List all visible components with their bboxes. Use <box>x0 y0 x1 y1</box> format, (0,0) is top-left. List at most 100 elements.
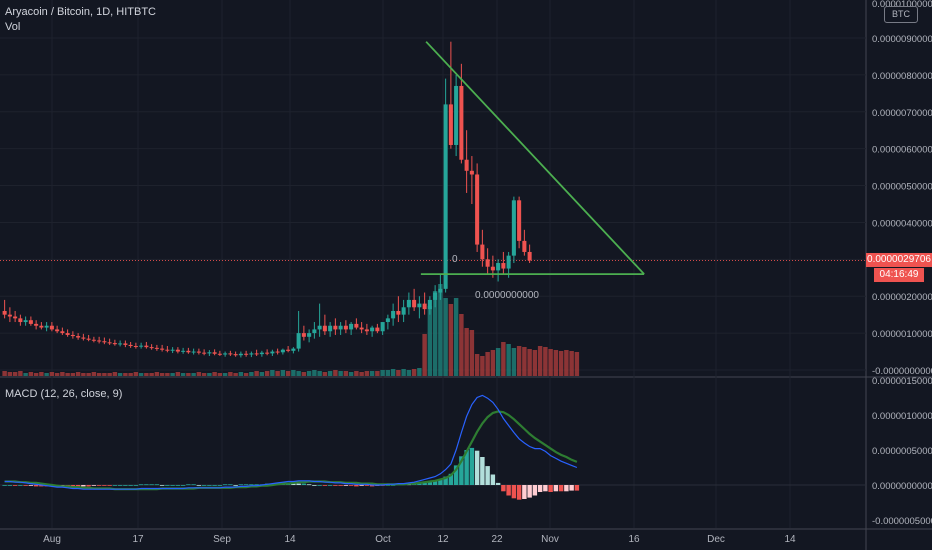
volume-bar <box>464 328 469 376</box>
macd-histogram-bar <box>291 483 296 485</box>
volume-bar <box>254 371 259 376</box>
time-tick-label: Dec <box>707 534 725 545</box>
macd-histogram-bar <box>369 485 375 487</box>
macd-histogram-bar <box>196 485 202 486</box>
macd-histogram-bar <box>107 485 112 486</box>
volume-bar <box>270 370 275 376</box>
candle-body <box>401 307 406 315</box>
volume-bar <box>459 314 464 376</box>
volume-bar <box>228 372 233 376</box>
candle-body <box>202 352 207 354</box>
volume-bar <box>522 347 527 376</box>
candle-body <box>527 251 532 261</box>
candle-body <box>275 351 280 353</box>
candle-body <box>207 352 212 354</box>
macd-histogram-bar <box>354 485 359 487</box>
volume-bar <box>275 371 280 376</box>
macd-histogram-bar <box>564 485 569 492</box>
candle-body <box>175 349 180 352</box>
macd-histogram-bar <box>553 485 559 492</box>
macd-tick-label: 0.0000015000 <box>872 376 932 387</box>
macd-histogram-bar <box>117 485 123 486</box>
macd-histogram-bar <box>558 485 564 492</box>
volume-bar <box>175 372 181 376</box>
macd-histogram-bar <box>537 485 543 492</box>
volume-bar <box>432 291 438 376</box>
volume-bars <box>2 284 580 376</box>
macd-histogram-bar <box>301 483 307 485</box>
macd-histogram-bar <box>516 485 522 500</box>
candle-body <box>81 337 86 339</box>
macd-histogram-bar <box>322 485 328 486</box>
candle-body <box>354 323 359 328</box>
candle-body <box>370 327 375 332</box>
zero-marker: 0 <box>452 254 458 265</box>
macd-histogram-bar <box>138 484 144 486</box>
time-tick-label: 14 <box>784 534 796 545</box>
price-tick-label: 0.0000100000 <box>872 0 932 10</box>
macd-histogram-bar <box>180 485 186 486</box>
price-tick-label: 0.0000060000 <box>872 145 932 156</box>
volume-bar <box>86 373 91 376</box>
volume-bar <box>291 370 296 376</box>
price-tick-label: 0.0000010000 <box>872 329 932 340</box>
candle-body <box>422 303 427 310</box>
candle-body <box>76 336 81 338</box>
volume-bar <box>44 373 49 376</box>
current-price-badge: 0.0000029706 <box>866 253 932 267</box>
macd-histogram-bar <box>469 447 475 485</box>
candle-body <box>490 266 495 271</box>
macd-histogram-bar <box>165 485 170 486</box>
candle-body <box>511 200 516 256</box>
volume-bar <box>474 354 480 376</box>
volume-bar <box>23 373 28 376</box>
candle-body <box>244 353 249 355</box>
candle-body <box>438 288 443 293</box>
candle-body <box>165 349 170 351</box>
price-tick-label: 0.0000040000 <box>872 218 932 229</box>
macd-histogram-bar <box>128 485 133 486</box>
volume-bar <box>60 372 65 376</box>
macd-histogram-bar <box>495 482 501 485</box>
macd-histogram-bar <box>81 485 86 487</box>
candle-body <box>307 333 312 337</box>
volume-bar <box>422 334 427 376</box>
volume-bar <box>18 371 23 376</box>
volume-bar <box>2 371 7 376</box>
time-tick-label: Aug <box>43 534 61 545</box>
macd-histogram-bar <box>511 485 517 499</box>
volume-bar <box>417 368 422 376</box>
volume-bar <box>469 330 475 376</box>
volume-bar <box>448 304 454 376</box>
candle-body <box>296 333 301 349</box>
volume-bar <box>327 371 333 376</box>
candle-body <box>312 329 317 334</box>
candle-body <box>270 351 275 354</box>
macd-histogram-bar <box>96 485 102 486</box>
macd-histogram-bar <box>364 485 370 486</box>
candle-body <box>44 325 49 328</box>
trendline <box>425 41 645 275</box>
macd-histogram-bar <box>133 485 139 486</box>
macd-histogram-bar <box>159 485 165 486</box>
volume-bar <box>532 350 538 376</box>
volume-bar <box>54 373 60 376</box>
macd-histogram-bar <box>338 485 343 486</box>
macd-tick-label: 0.0000010000 <box>872 411 932 422</box>
candle-body <box>170 349 175 351</box>
candle-body <box>259 352 264 355</box>
candle-body <box>454 85 459 145</box>
volume-bar <box>443 298 448 376</box>
candle-body <box>417 303 422 308</box>
candle-body <box>2 310 7 315</box>
volume-bar <box>128 373 133 376</box>
volume-bar <box>191 373 196 376</box>
volume-bar <box>159 373 165 376</box>
currency-badge[interactable]: BTC <box>884 6 918 23</box>
volume-bar <box>564 350 569 376</box>
candle-body <box>217 353 222 355</box>
macd-histogram-bar <box>527 485 532 498</box>
volume-bar <box>480 356 485 376</box>
macd-tick-label: -0.0000005000 <box>872 516 932 527</box>
